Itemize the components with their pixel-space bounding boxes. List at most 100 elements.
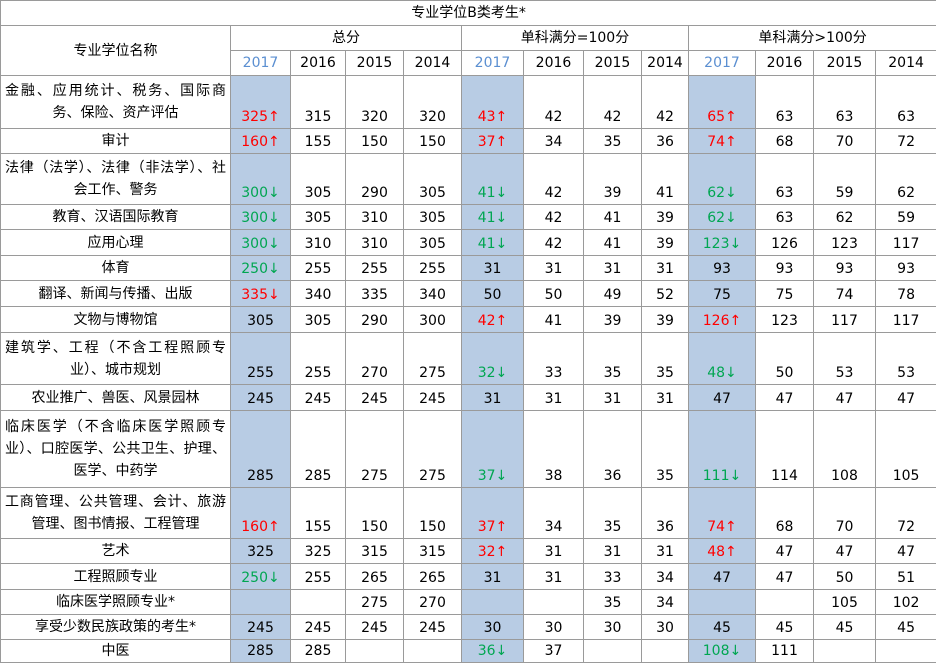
score-cell: 31 xyxy=(642,256,689,281)
score-cell: 275 xyxy=(404,333,462,385)
score-cell: 31 xyxy=(584,539,642,564)
score-cell: 47 xyxy=(689,385,756,411)
score-cell xyxy=(756,590,814,615)
score-cell: 45 xyxy=(814,615,876,640)
score-cell: 31 xyxy=(462,385,524,411)
score-cell xyxy=(291,590,346,615)
score-cell: 310 xyxy=(291,230,346,256)
year-header: 2017 xyxy=(462,51,524,76)
score-cell: 310 xyxy=(346,205,404,230)
row-name: 教育、汉语国际教育 xyxy=(1,205,231,230)
score-cell: 31 xyxy=(584,385,642,411)
score-cell: 31 xyxy=(524,539,584,564)
score-cell: 47 xyxy=(756,385,814,411)
score-cell: 335↓ xyxy=(231,281,291,307)
score-cell: 123 xyxy=(756,307,814,333)
score-cell: 150 xyxy=(346,129,404,154)
row-name: 临床医学照顾专业* xyxy=(1,590,231,615)
score-cell: 126 xyxy=(756,230,814,256)
row-name: 农业推广、兽医、风景园林 xyxy=(1,385,231,411)
score-cell: 160↑ xyxy=(231,488,291,539)
score-cell: 62 xyxy=(876,154,936,205)
name-header: 专业学位名称 xyxy=(1,26,231,76)
score-cell: 31 xyxy=(524,256,584,281)
year-header: 2014 xyxy=(876,51,936,76)
score-cell xyxy=(584,640,642,663)
score-cell: 52 xyxy=(642,281,689,307)
table-title: 专业学位B类考生* xyxy=(1,1,936,26)
score-cell: 47 xyxy=(814,539,876,564)
score-cell: 111↓ xyxy=(689,411,756,488)
score-cell: 105 xyxy=(814,590,876,615)
year-header: 2014 xyxy=(642,51,689,76)
score-cell: 63 xyxy=(756,76,814,129)
score-cell: 41↓ xyxy=(462,205,524,230)
header-row: 专业学位名称总分单科满分=100分单科满分>100分 xyxy=(1,26,936,51)
score-cell: 70 xyxy=(814,488,876,539)
score-cell: 325 xyxy=(291,539,346,564)
score-cell xyxy=(876,640,936,663)
score-cell: 47 xyxy=(756,539,814,564)
score-cell: 340 xyxy=(404,281,462,307)
score-cell: 47 xyxy=(876,385,936,411)
score-cell: 35 xyxy=(642,411,689,488)
score-cell: 315 xyxy=(404,539,462,564)
score-cell: 62↓ xyxy=(689,205,756,230)
score-cell: 45 xyxy=(756,615,814,640)
row-name: 法律（法学）、法律（非法学）、社会工作、警务 xyxy=(1,154,231,205)
score-cell: 30 xyxy=(524,615,584,640)
row-name: 临床医学（不含临床医学照顾专业）、口腔医学、公共卫生、护理、医学、中药学 xyxy=(1,411,231,488)
row-name: 审计 xyxy=(1,129,231,154)
score-cell: 37↑ xyxy=(462,129,524,154)
score-cell: 39 xyxy=(584,307,642,333)
score-cell: 36↓ xyxy=(462,640,524,663)
score-cell: 41↓ xyxy=(462,230,524,256)
score-cell: 47 xyxy=(756,564,814,590)
score-cell: 41 xyxy=(524,307,584,333)
score-cell: 310 xyxy=(346,230,404,256)
score-cell: 315 xyxy=(291,76,346,129)
row-name: 体育 xyxy=(1,256,231,281)
score-cell: 245 xyxy=(291,615,346,640)
year-header: 2015 xyxy=(584,51,642,76)
row-name: 工商管理、公共管理、会计、旅游管理、图书情报、工程管理 xyxy=(1,488,231,539)
score-cell: 160↑ xyxy=(231,129,291,154)
score-cell xyxy=(524,590,584,615)
score-cell: 114 xyxy=(756,411,814,488)
score-cell: 31 xyxy=(642,539,689,564)
group-header: 总分 xyxy=(231,26,462,51)
score-cell: 51 xyxy=(876,564,936,590)
row-name: 建筑学、工程（不含工程照顾专业）、城市规划 xyxy=(1,333,231,385)
score-cell: 32↑ xyxy=(462,539,524,564)
score-cell: 290 xyxy=(346,154,404,205)
score-cell: 72 xyxy=(876,129,936,154)
score-cell: 48↓ xyxy=(689,333,756,385)
score-cell: 285 xyxy=(231,640,291,663)
score-cell: 68 xyxy=(756,129,814,154)
row-name: 金融、应用统计、税务、国际商务、保险、资产评估 xyxy=(1,76,231,129)
score-cell: 63 xyxy=(814,76,876,129)
score-cell: 41 xyxy=(642,154,689,205)
score-cell: 42 xyxy=(524,154,584,205)
score-cell: 53 xyxy=(814,333,876,385)
score-cell: 36 xyxy=(642,129,689,154)
score-cell: 39 xyxy=(642,205,689,230)
row-name: 中医 xyxy=(1,640,231,663)
row-name: 享受少数民族政策的考生* xyxy=(1,615,231,640)
score-cell: 45 xyxy=(689,615,756,640)
score-cell: 108 xyxy=(814,411,876,488)
score-cell: 63 xyxy=(756,205,814,230)
year-header: 2014 xyxy=(404,51,462,76)
score-cell: 37 xyxy=(524,640,584,663)
row-name: 文物与博物馆 xyxy=(1,307,231,333)
